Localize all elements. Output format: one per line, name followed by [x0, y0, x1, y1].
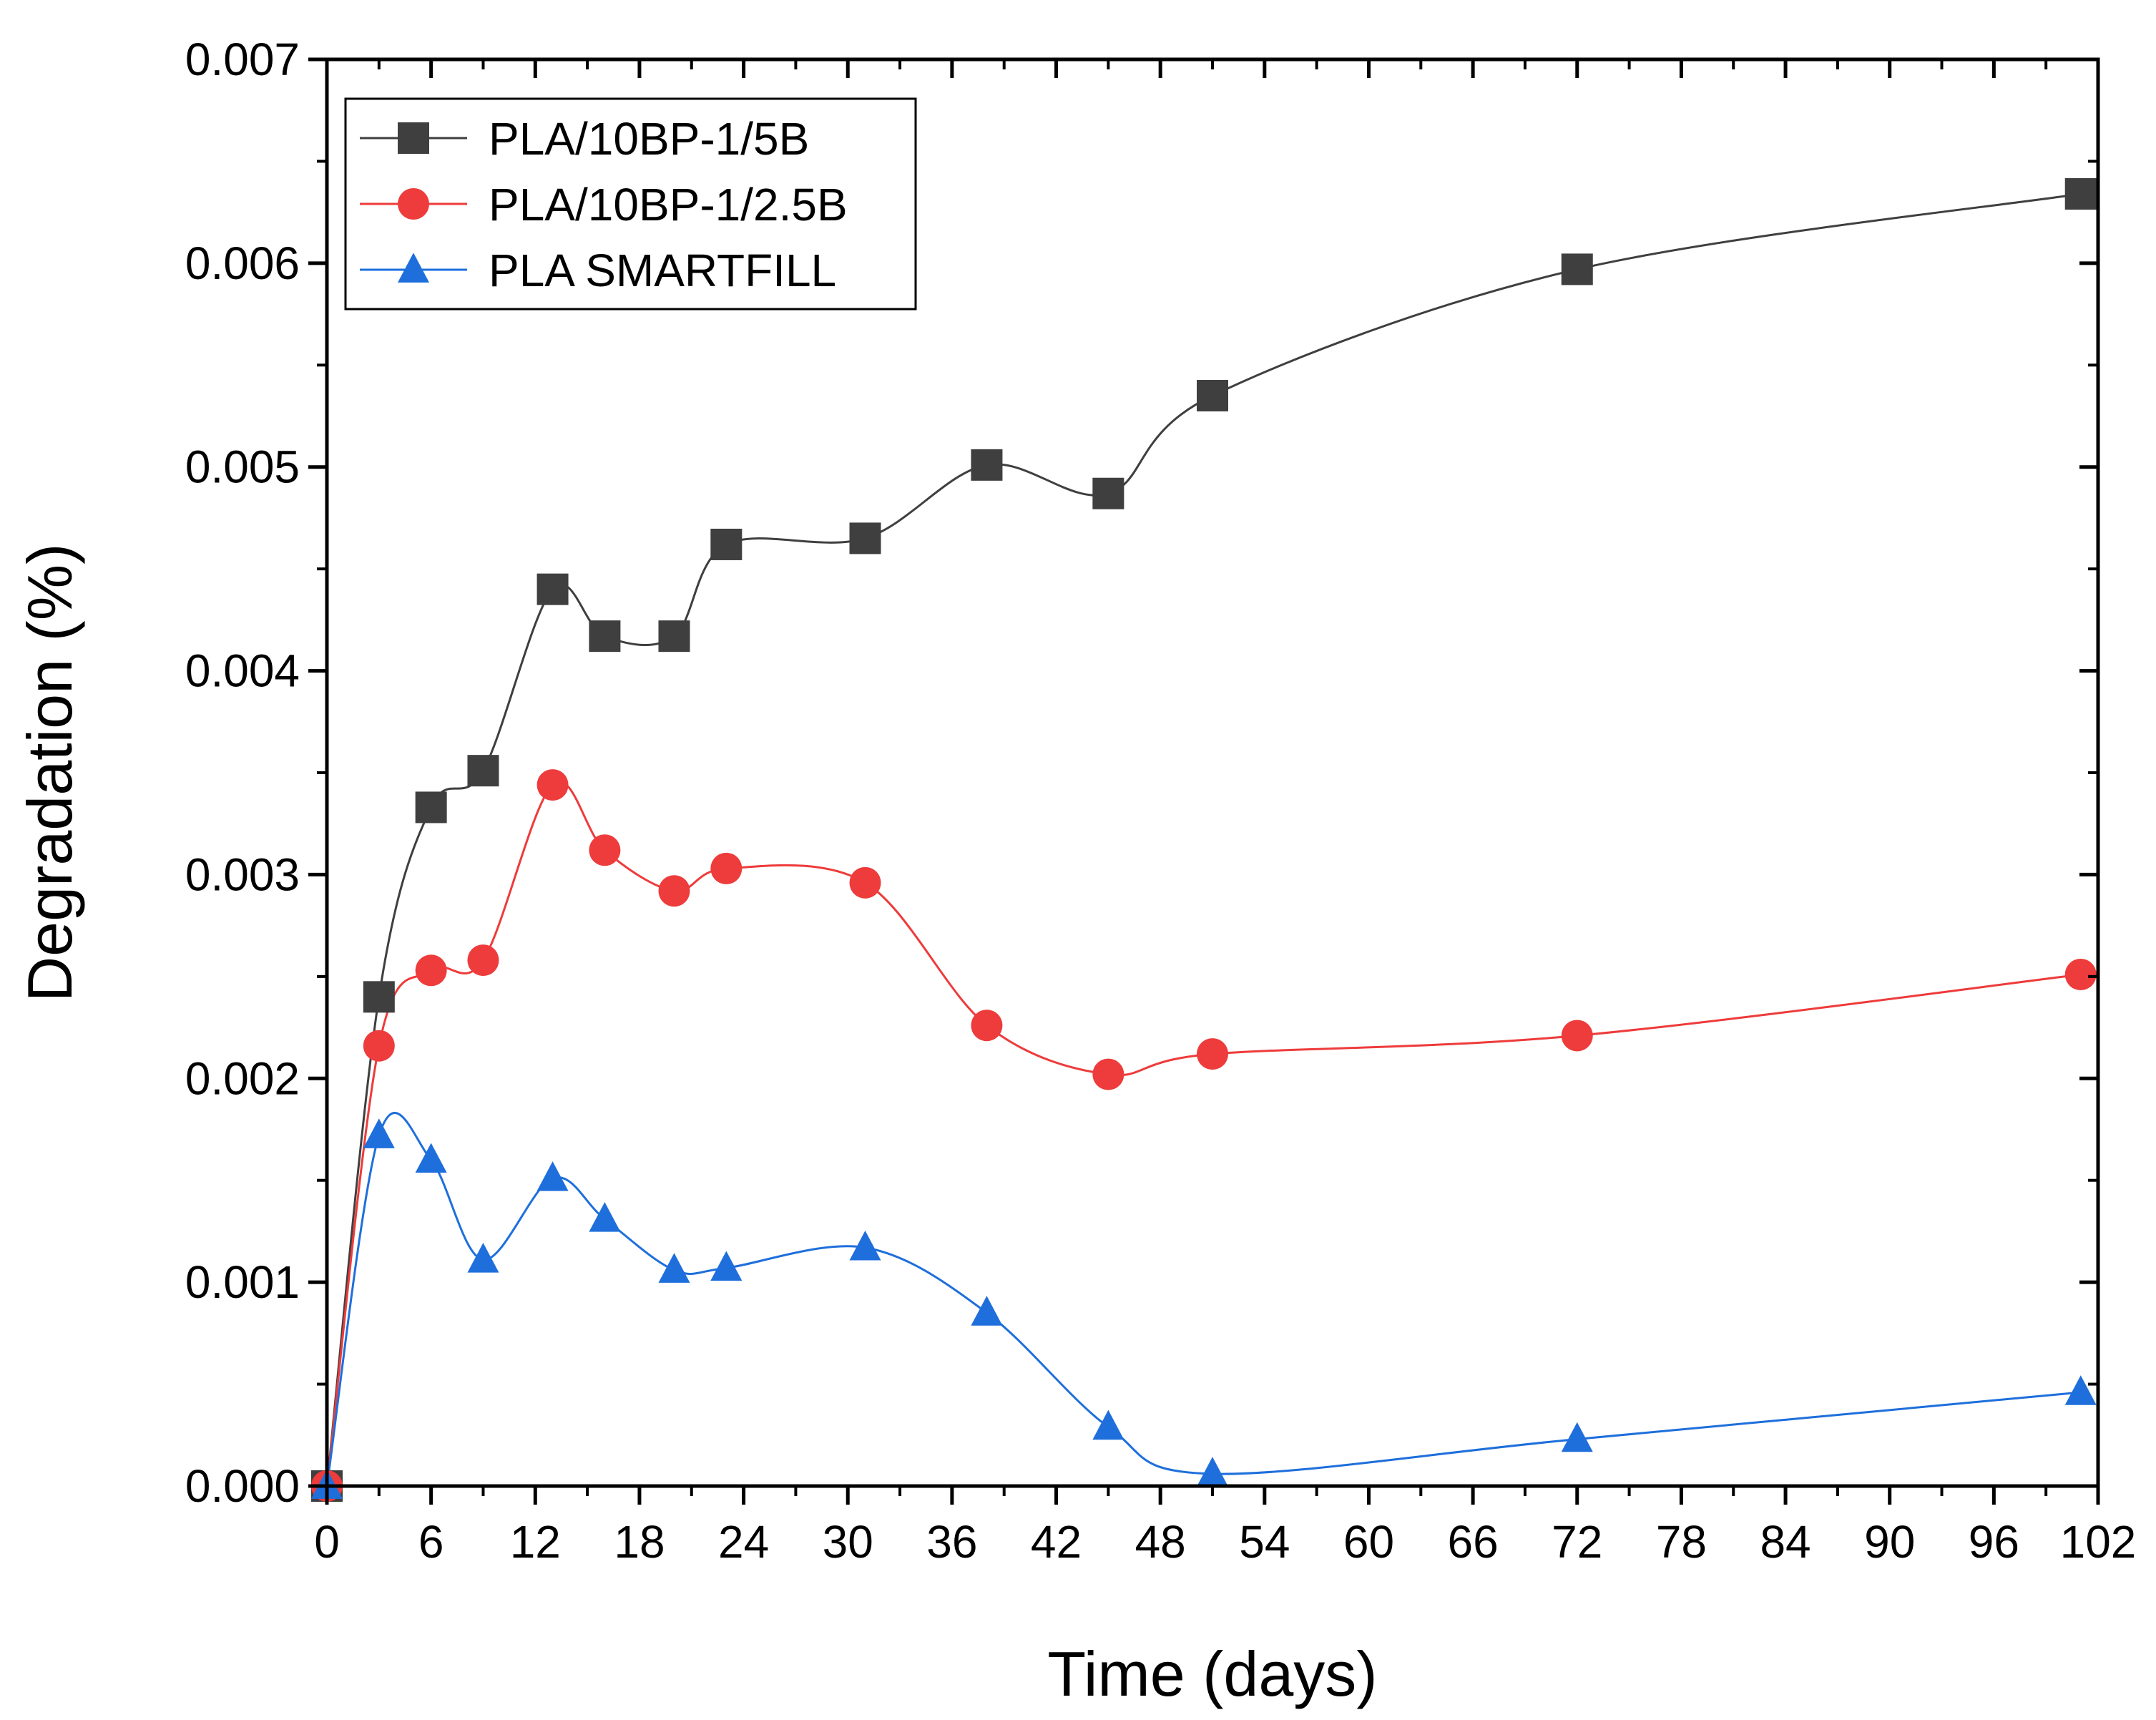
data-point-series-3	[589, 1202, 621, 1232]
legend-label: PLA/10BP-1/2.5B	[489, 179, 848, 230]
data-point-series-3	[467, 1243, 499, 1273]
data-point-series-1	[363, 981, 395, 1013]
y-tick-label: 0.000	[185, 1460, 300, 1512]
data-point-series-2	[658, 875, 690, 907]
data-point-series-2	[2064, 959, 2097, 991]
data-point-series-3	[971, 1296, 1003, 1326]
data-point-series-1	[589, 620, 621, 653]
x-tick-label: 102	[2060, 1516, 2137, 1568]
x-tick-label: 48	[1135, 1516, 1186, 1568]
data-point-series-3	[1197, 1457, 1228, 1487]
x-tick-label: 66	[1448, 1516, 1499, 1568]
data-point-series-2	[536, 769, 569, 801]
data-point-series-2	[971, 1010, 1003, 1042]
y-tick-label: 0.004	[185, 645, 300, 697]
legend-marker	[398, 122, 429, 154]
data-point-series-2	[467, 944, 499, 977]
x-tick-labels: 0 6 12 18 24 30 36 42 48 54 60 66 72 78 84 90 96 102	[314, 1516, 2136, 1568]
data-point-series-3	[849, 1230, 881, 1261]
data-point-series-1	[971, 449, 1003, 481]
data-point-series-3	[536, 1161, 569, 1191]
x-axis-title: Time (days)	[1047, 1638, 1377, 1709]
data-point-series-1	[849, 522, 881, 554]
y-tick-labels: 0.000 0.001 0.002 0.003 0.004 0.005 0.006 0.007	[185, 34, 300, 1512]
y-tick-label: 0.001	[185, 1256, 300, 1308]
data-point-series-2	[1561, 1020, 1593, 1052]
series-line-3	[325, 1112, 2081, 1487]
data-point-series-2	[589, 834, 621, 866]
y-tick-label: 0.003	[185, 849, 300, 900]
data-point-series-3	[1092, 1409, 1124, 1440]
data-point-series-1	[710, 528, 743, 560]
data-point-series-3	[710, 1251, 743, 1281]
legend: PLA/10BP-1/5B PLA/10BP-1/2.5B PLA SMARTFIL…	[344, 97, 917, 311]
data-point-series-2	[1197, 1038, 1228, 1070]
data-point-series-2	[849, 866, 881, 899]
data-point-series-1	[2064, 178, 2097, 210]
x-tick-label: 0	[314, 1516, 340, 1568]
data-point-series-2	[1092, 1058, 1124, 1090]
x-tick-label: 96	[1969, 1516, 2019, 1568]
x-tick-label: 24	[718, 1516, 769, 1568]
data-point-series-2	[710, 852, 743, 884]
y-axis-title: Degradation (%)	[14, 544, 85, 1002]
legend-label: PLA/10BP-1/5B	[489, 113, 809, 165]
x-tick-label: 78	[1656, 1516, 1707, 1568]
data-point-series-2	[363, 1030, 395, 1062]
x-tick-label: 60	[1343, 1516, 1394, 1568]
series-markers	[311, 178, 2097, 1502]
x-tick-label: 6	[418, 1516, 444, 1568]
y-tick-label: 0.006	[185, 238, 300, 289]
x-tick-label: 72	[1552, 1516, 1602, 1568]
data-point-series-3	[1561, 1422, 1593, 1452]
data-point-series-3	[658, 1253, 690, 1283]
data-point-series-3	[363, 1118, 395, 1148]
data-point-series-1	[536, 573, 569, 605]
data-point-series-1	[658, 620, 690, 653]
y-tick-label: 0.007	[185, 34, 300, 85]
legend-marker	[398, 253, 429, 283]
plot-area	[311, 178, 2097, 1502]
x-tick-label: 30	[823, 1516, 873, 1568]
data-point-series-1	[467, 755, 499, 787]
axis-ticks	[308, 57, 2100, 1505]
legend-marker	[398, 188, 429, 220]
data-point-series-3	[2064, 1375, 2097, 1405]
x-tick-label: 54	[1239, 1516, 1290, 1568]
x-tick-label: 36	[926, 1516, 977, 1568]
legend-label: PLA SMARTFILL	[489, 245, 836, 296]
y-tick-label: 0.002	[185, 1052, 300, 1104]
data-point-series-1	[415, 791, 447, 824]
x-tick-label: 18	[614, 1516, 665, 1568]
data-point-series-2	[415, 954, 447, 987]
x-tick-label: 84	[1760, 1516, 1810, 1568]
x-tick-label: 42	[1031, 1516, 1082, 1568]
x-tick-label: 12	[510, 1516, 561, 1568]
data-point-series-1	[1197, 380, 1228, 412]
data-point-series-1	[1561, 253, 1593, 285]
data-point-series-3	[415, 1143, 447, 1173]
y-tick-label: 0.005	[185, 441, 300, 493]
x-tick-label: 90	[1864, 1516, 1915, 1568]
data-point-series-1	[1092, 477, 1124, 509]
